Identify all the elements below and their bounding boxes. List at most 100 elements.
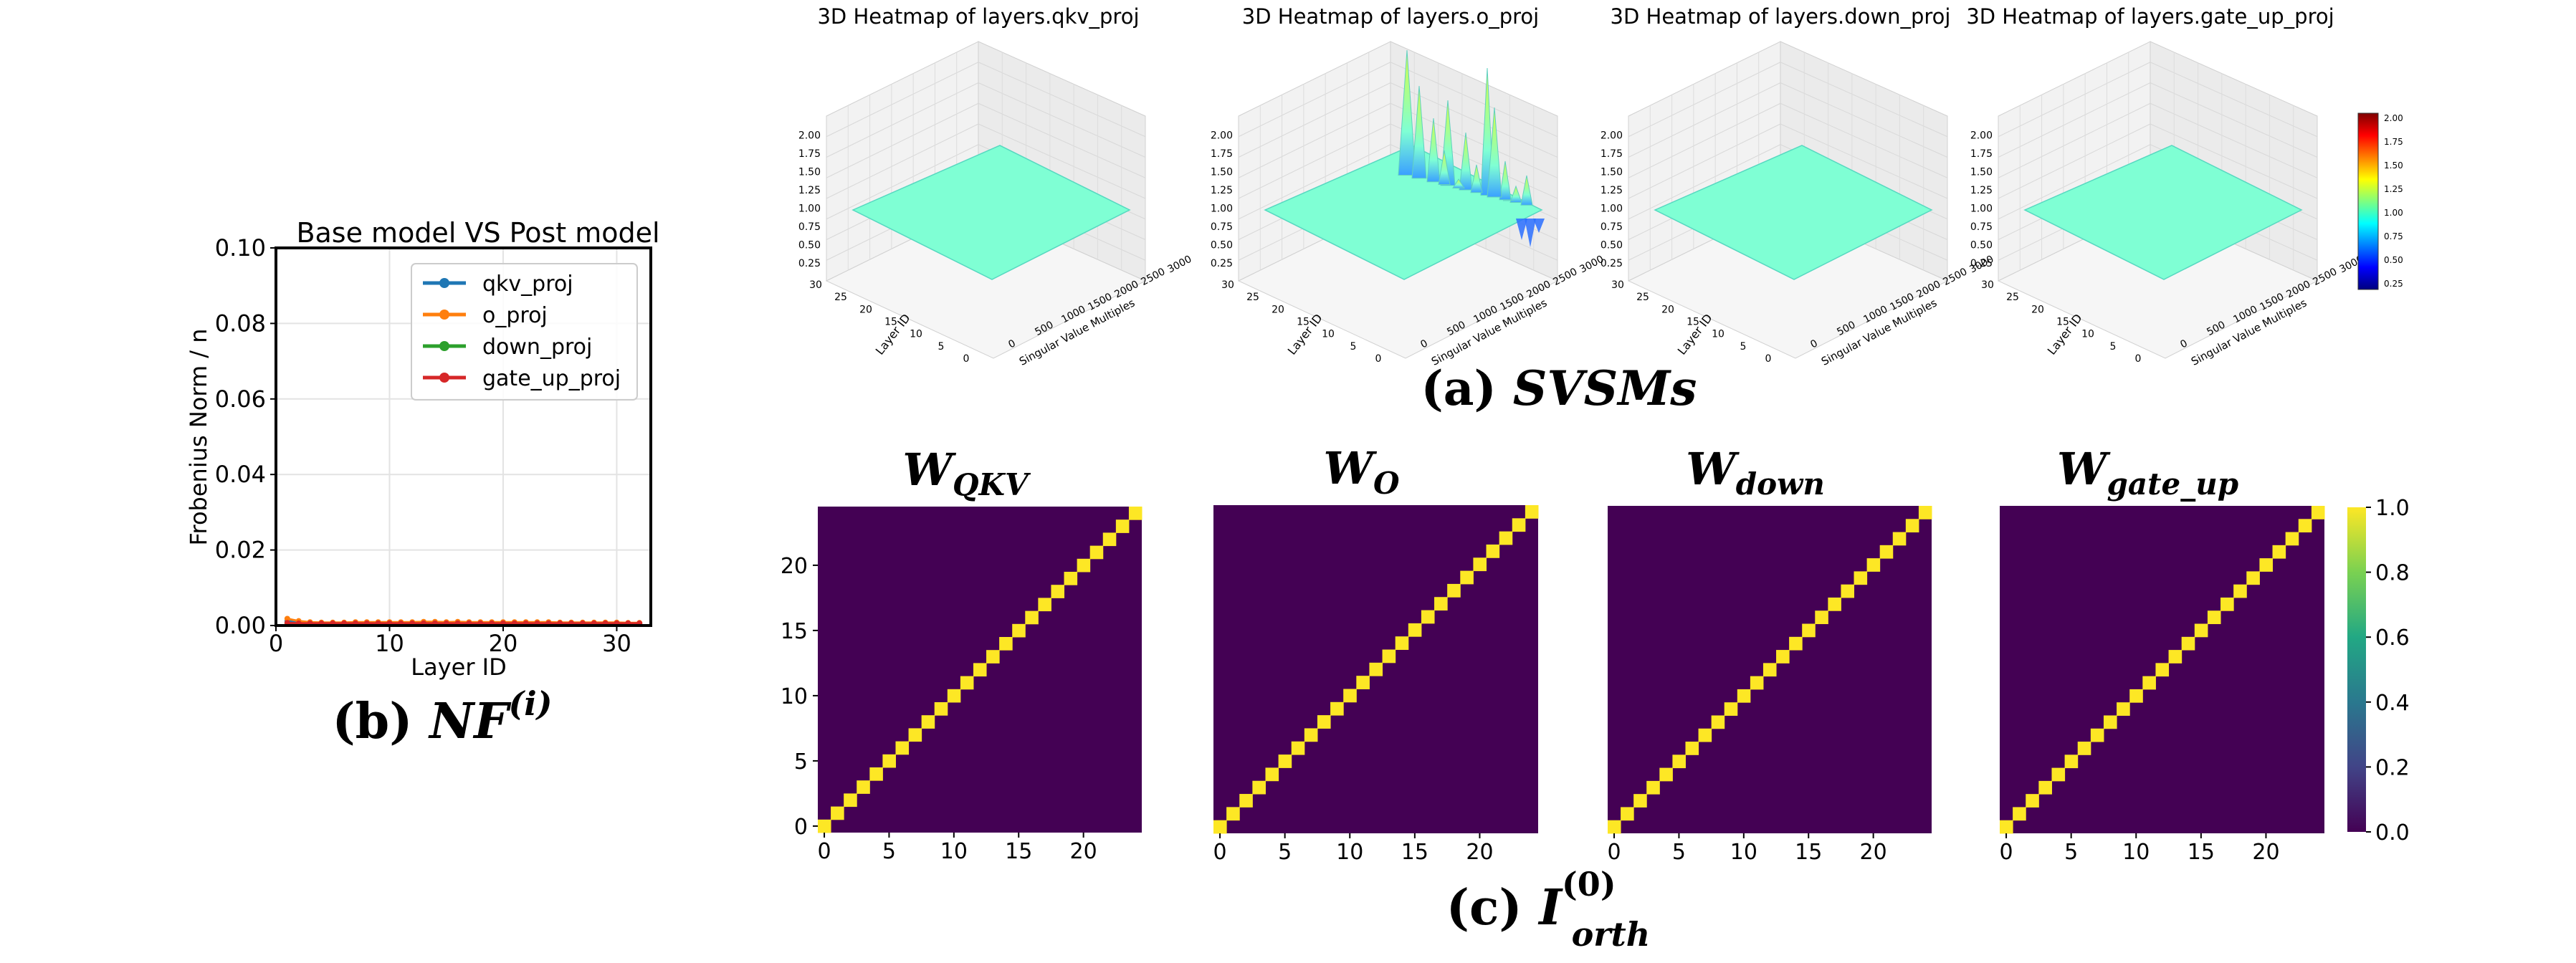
orth-diag-cell [2038, 780, 2052, 795]
orth-xtick-label: 15 [1795, 840, 1822, 865]
orth-diag-cell [1512, 518, 1526, 532]
nf-legend-marker [439, 310, 449, 320]
orth-diag-cell [1789, 636, 1803, 651]
svsm-title: 3D Heatmap of layers.o_proj [1242, 4, 1539, 29]
orth-xtick-label: 20 [1466, 840, 1493, 865]
orth-diag-cell [2298, 519, 2312, 533]
orth-diag-cell [2220, 597, 2234, 611]
svsm-grid [1628, 123, 1781, 199]
orth-xtick-label: 10 [1730, 840, 1757, 865]
orth-diag-cell [1685, 742, 1699, 755]
orth-diag-cell [1089, 545, 1104, 560]
svsm-layer-tick: 30 [1611, 279, 1624, 291]
svsm-spike [1459, 132, 1473, 191]
svsm-z-tick: 0.25 [1601, 258, 1623, 269]
svsm-grid [1628, 62, 1781, 138]
orth-xtick-label: 15 [2188, 840, 2215, 865]
orth-diag-cell [2285, 532, 2299, 546]
nf-ytick-label: 0.02 [215, 537, 266, 564]
orth-ytick-label: 5 [794, 749, 808, 775]
orth-diag-cell [2194, 623, 2208, 638]
orth-diag-cell [1421, 610, 1435, 624]
svsm-title: 3D Heatmap of layers.qkv_proj [817, 4, 1139, 29]
svsm-layer-tick: 15 [2056, 317, 2069, 328]
nf-xtick-label: 30 [602, 630, 631, 657]
svsm-layer-tick: 0 [1375, 353, 1382, 365]
svsm-grid [978, 102, 1146, 178]
svsm-dip [1516, 219, 1527, 240]
svsm-panel-3: 3D Heatmap of layers.gate_up_proj 0.25 0.5… [1966, 4, 2365, 368]
svsm-layer-tick: 25 [2006, 292, 2019, 303]
orth-diag-cell [1525, 505, 1539, 519]
svsm-z-tick: 2.00 [1970, 130, 1993, 142]
svsm-z-tick: 2.00 [1601, 130, 1623, 142]
orth-diag-cell [2207, 610, 2221, 625]
orth-xtick-label: 5 [1278, 840, 1292, 865]
svsm-grid [978, 62, 1146, 138]
orth-diag-cell [1115, 519, 1130, 533]
svsm-z-tick: 1.75 [1211, 148, 1233, 160]
orth-diag-cell [986, 650, 1000, 663]
orth-diag-cell [2129, 689, 2143, 703]
svsm-z-tick: 1.75 [1601, 148, 1623, 160]
orth-xtick-label: 20 [1860, 840, 1887, 865]
orth-diag-cell [2026, 794, 2039, 808]
orth-diag-cell [1608, 820, 1621, 834]
orth-diag-cell [1659, 767, 1673, 782]
svsm-z-tick: 0.50 [1211, 240, 1233, 251]
svsm-grid [1238, 144, 1391, 220]
svsm-surface [851, 145, 1131, 280]
svsm-layer-tick: 5 [1350, 341, 1357, 353]
orth-xtick-label: 10 [940, 839, 968, 864]
nf-legend-marker [439, 278, 449, 288]
orth-ytick-label: 15 [781, 619, 808, 644]
nf-chart: Base model VS Post model 0 10 20 30 0.00 0.0… [185, 217, 660, 681]
orth-diag-cell [1672, 754, 1686, 769]
orth-diag-cell [1038, 598, 1051, 612]
orth-diag-cell [1304, 728, 1318, 742]
orth-diag-cell [1102, 532, 1117, 547]
svsm-z-tick: 0.50 [1970, 240, 1993, 251]
orth-xtick-label: 0 [817, 839, 831, 864]
svsm-grid [1238, 82, 1391, 158]
svsm-grid [826, 123, 979, 199]
svsm-colorbar-tick: 1.25 [2384, 184, 2403, 194]
svsm-z-tick: 1.25 [1970, 185, 1993, 196]
svsm-colorbar-tick: 1.00 [2384, 208, 2403, 218]
nf-xtick-label: 20 [489, 630, 518, 657]
orth-diag-cell [1828, 597, 1841, 611]
svsm-colorbar-tick: 1.50 [2384, 160, 2403, 171]
svsm-panel-2: 3D Heatmap of layers.down_proj 0.25 0.50 0.… [1601, 4, 1996, 368]
orth-title: WQKV [902, 444, 1031, 502]
orth-title: WO [1323, 442, 1400, 501]
orth-diag-cell [934, 702, 948, 716]
svsm-spike [1470, 164, 1483, 193]
orth-diag-cell [1698, 728, 1712, 742]
orth-title: Wdown [1686, 443, 1825, 502]
orth-ytick-label: 10 [781, 684, 808, 709]
svsm-z-tick: 1.00 [798, 203, 821, 215]
orth-diag-cell [1408, 623, 1422, 637]
nf-legend-marker [439, 373, 449, 383]
svsm-spike [1487, 107, 1502, 198]
orth-diag-cell [1051, 585, 1065, 598]
orth-diag-cell [2000, 820, 2013, 834]
orth-xtick-label: 10 [2122, 840, 2150, 865]
svsm-z-tick: 1.75 [1970, 148, 1993, 160]
orth-xtick-label: 15 [1401, 840, 1428, 865]
orth-ytick-label: 20 [781, 554, 808, 579]
orth-panels: WQKV 0 5 10 15 20 0 5 10 15 20 WO 0 5 10 15 20 Wdown 0 5 10 1… [781, 442, 2325, 865]
svsm-colorbar-tick: 1.75 [2384, 137, 2403, 147]
svsm-layer-tick: 10 [910, 329, 922, 340]
svsm-title: 3D Heatmap of layers.gate_up_proj [1966, 4, 2334, 29]
svsm-spike [1452, 178, 1465, 188]
svsm-z-tick: 1.00 [1601, 203, 1623, 215]
orth-colorbar-tick: 0.6 [2375, 626, 2410, 651]
orth-diag-cell [2168, 650, 2183, 663]
svsm-z-tick: 0.75 [1211, 221, 1233, 233]
nf-plot-frame [275, 246, 652, 627]
orth-colorbar: 0.0 0.2 0.4 0.6 0.8 1.0 [2347, 496, 2410, 845]
nf-ytick-label: 0.06 [215, 385, 266, 413]
svsm-layer-tick: 15 [884, 317, 897, 328]
svsm-layer-tick: 20 [1272, 304, 1284, 315]
